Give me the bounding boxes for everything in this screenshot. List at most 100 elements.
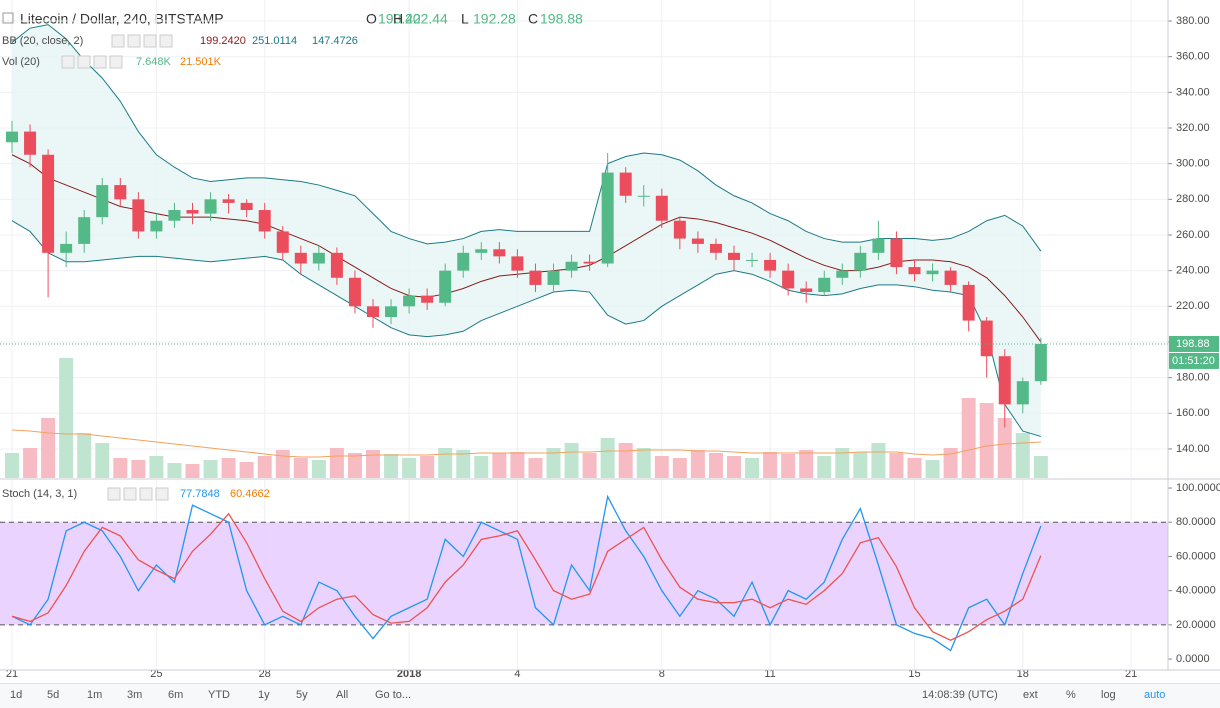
volume-bar: [366, 450, 380, 478]
option-button[interactable]: ext: [1023, 689, 1038, 701]
candle-body: [1016, 381, 1029, 405]
volume-bar: [672, 458, 687, 478]
option-button[interactable]: log: [1101, 689, 1116, 701]
candle-body: [403, 295, 416, 307]
candle-body: [186, 210, 199, 214]
legend-icon: [123, 487, 137, 501]
volume-bar: [420, 456, 435, 478]
volume-bar: [221, 458, 236, 478]
option-button[interactable]: auto: [1144, 689, 1166, 701]
y-tick-label: 320.00: [1176, 122, 1210, 134]
volume-bar: [95, 443, 110, 478]
range-button[interactable]: 1d: [10, 689, 23, 701]
range-button[interactable]: 1m: [87, 689, 103, 701]
legend-label: Vol (20): [2, 56, 40, 68]
option-button[interactable]: %: [1066, 689, 1076, 701]
volume: [5, 358, 1048, 478]
legend-label: Stoch (14, 3, 1): [2, 488, 77, 500]
candle-body: [439, 270, 452, 303]
candle-body: [709, 243, 722, 253]
volume-bar: [871, 443, 886, 478]
volume-bar: [384, 454, 399, 478]
range-button[interactable]: 6m: [168, 689, 184, 701]
candle-body: [96, 185, 109, 218]
last-price-label: 198.88: [1176, 338, 1210, 350]
volume-bar: [456, 450, 471, 478]
y-tick-label: 20.0000: [1176, 619, 1216, 631]
volume-bar: [492, 453, 507, 478]
candle-body: [890, 238, 903, 268]
candle-body: [655, 195, 668, 221]
range-button[interactable]: 5d: [47, 689, 60, 701]
candle-body: [421, 295, 434, 303]
candle-body: [511, 256, 524, 271]
ohlc-label: O: [366, 11, 377, 27]
volume-bar: [853, 452, 868, 478]
bollinger-middle: [11, 154, 1042, 343]
candle-body: [78, 217, 91, 244]
candle-body: [601, 172, 614, 264]
range-button[interactable]: 3m: [127, 689, 143, 701]
toolbar: 1d 5d 1m 3m 6m YTD 1y 5y All Go to... 14:08:39 (UT…: [0, 683, 1220, 708]
legend-icon: [93, 55, 107, 69]
candle-body: [764, 259, 777, 271]
legend-value: 7.648K: [136, 56, 172, 68]
goto-button[interactable]: Go to...: [375, 689, 412, 701]
y-tick-label: 0.0000: [1176, 653, 1210, 665]
legend-icon: [77, 55, 91, 69]
candle-body: [1034, 343, 1047, 382]
candle-body: [746, 259, 759, 261]
candle-body: [348, 277, 361, 307]
volume-bar: [347, 453, 362, 478]
volume-bar: [618, 443, 633, 478]
candle-body: [728, 252, 740, 260]
volume-bar: [293, 458, 308, 478]
y-tick-label: 220.00: [1176, 300, 1210, 312]
x-tick-label: 2018: [397, 668, 421, 680]
legend-value: 77.7848: [180, 488, 220, 500]
bollinger-lower: [11, 220, 1041, 437]
volume-bar: [979, 403, 994, 478]
candle-body: [367, 306, 379, 318]
range-button[interactable]: 1y: [258, 689, 270, 701]
volume-bar: [131, 460, 146, 478]
legend-value: 199.2420: [200, 35, 246, 47]
y-tick-label: 160.00: [1176, 407, 1210, 419]
volume-bar: [961, 398, 976, 478]
range-button[interactable]: All: [336, 689, 349, 701]
legend-value: 147.4726: [312, 35, 358, 47]
candle-body: [818, 277, 831, 293]
candle-body: [908, 267, 921, 275]
volume-bar: [528, 458, 543, 478]
candle-body: [619, 172, 632, 196]
volume-bar: [708, 453, 723, 478]
volume-bar: [402, 458, 417, 478]
chart: Litecoin / Dollar, 240, BITSTAMP 21 25 28 2…: [0, 0, 1220, 680]
candle-body: [168, 210, 181, 221]
candle-body: [836, 270, 849, 278]
volume-bar: [510, 452, 525, 478]
candle-body: [691, 238, 704, 244]
candle-body: [637, 195, 650, 197]
x-tick-label: 21: [1125, 668, 1137, 680]
x-tick-label: 28: [259, 668, 271, 680]
volume-bar: [438, 448, 453, 478]
volume-bar: [275, 450, 290, 478]
y-tick-label: 100.0000: [1176, 482, 1220, 494]
range-button[interactable]: 5y: [296, 689, 308, 701]
volume-bar: [257, 456, 272, 478]
legend-value: 251.0114: [252, 35, 297, 47]
y-tick-label: 40.0000: [1176, 585, 1216, 597]
candle-body: [782, 270, 795, 289]
clock: 14:08:39 (UTC): [922, 689, 998, 701]
volume-bar: [925, 460, 940, 478]
x-tick-label: 15: [908, 668, 920, 680]
candle-body: [980, 320, 993, 357]
y-tick-label: 300.00: [1176, 158, 1210, 170]
legend-icon: [111, 34, 125, 48]
range-button[interactable]: YTD: [208, 689, 230, 701]
legend-icon: [159, 34, 173, 48]
candle-body: [529, 270, 542, 285]
candle-body: [583, 261, 596, 264]
